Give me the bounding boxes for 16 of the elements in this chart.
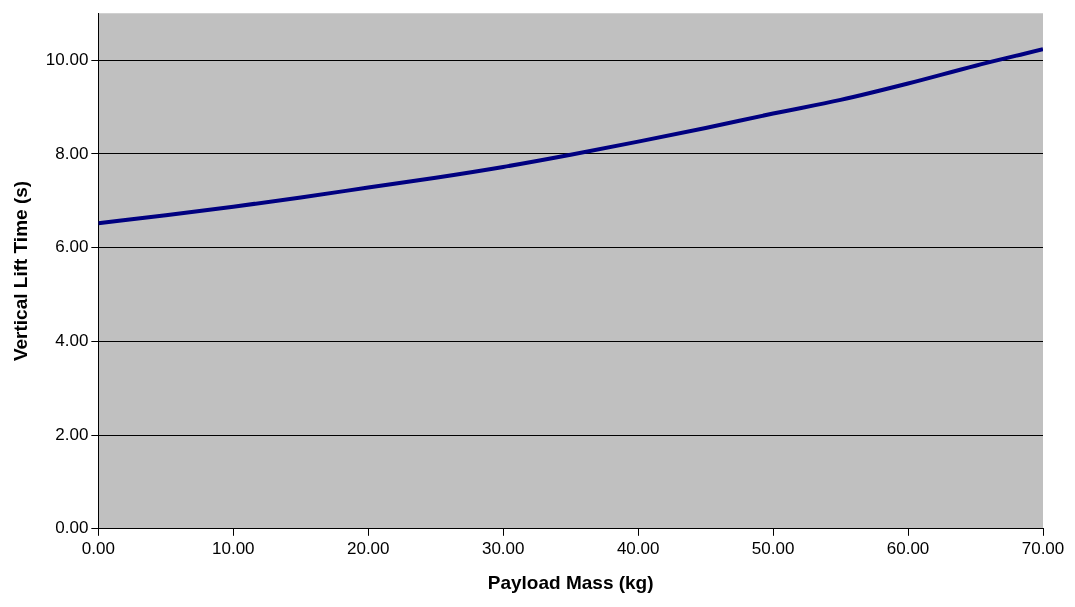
y-tick-label: 8.00 — [55, 143, 89, 163]
x-tick-label: 10.00 — [212, 538, 255, 558]
y-tick-label: 2.00 — [55, 424, 89, 444]
x-tick-label: 60.00 — [886, 538, 930, 558]
x-axis-title: Payload Mass (kg) — [487, 571, 654, 593]
y-axis-title: Vertical Lift Time (s) — [9, 180, 31, 362]
y-tick-label: 0.00 — [55, 518, 89, 538]
x-tick-label: 40.00 — [616, 538, 660, 558]
x-tick-label: 0.00 — [81, 538, 115, 558]
y-tick-label: 4.00 — [55, 331, 89, 350]
y-tick-label: 6.00 — [55, 237, 89, 257]
x-tick-label: 50.00 — [751, 538, 795, 558]
x-tick-label: 30.00 — [481, 538, 525, 558]
y-tick-label: 10.00 — [45, 49, 89, 69]
x-tick-label: 20.00 — [346, 538, 390, 558]
x-tick-label: 70.00 — [1021, 538, 1065, 558]
